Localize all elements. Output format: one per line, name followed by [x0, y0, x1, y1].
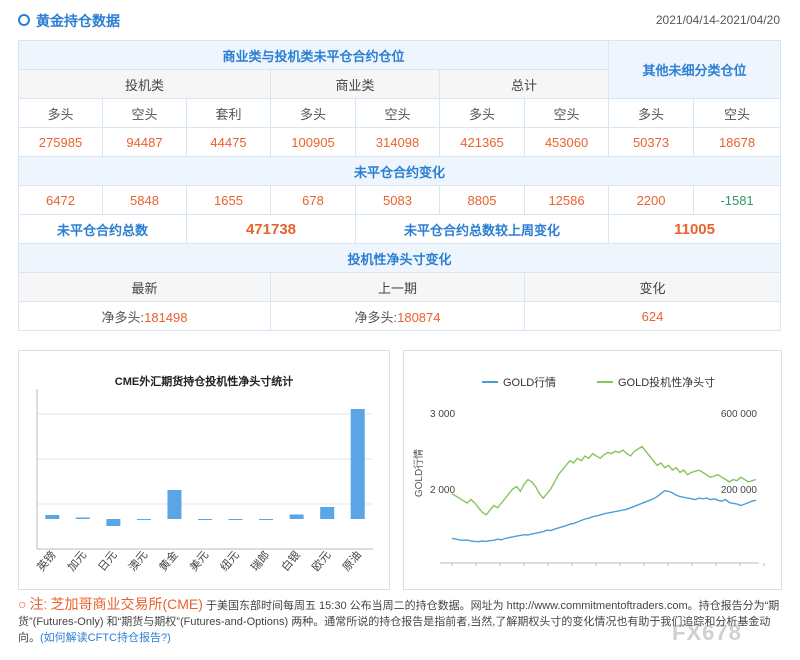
col-label: 空头: [102, 98, 187, 128]
col-label: 空头: [355, 98, 440, 128]
page-header: 黄金持仓数据 2021/04/14-2021/04/20: [18, 10, 782, 32]
net-change-value: 624: [523, 301, 782, 331]
note-org: 芝加哥商业交易所(CME): [50, 596, 203, 612]
other-title: 其他未细分类仓位: [608, 40, 782, 99]
x-tick-label: 黄金: [156, 548, 181, 574]
col-label: 多头: [18, 98, 103, 128]
x-tick-label: 欧元: [309, 549, 333, 574]
bar: [198, 519, 212, 520]
positions-table: 商业类与投机类未平仓合约仓位 其他未细分类仓位 投机类 商业类 总计 多头 空头…: [17, 40, 782, 331]
change-value: 5083: [355, 185, 440, 215]
line-chart: GOLD行情 GOLD投机性净头寸 3 000 2 000 600 000 200 000…: [412, 375, 765, 566]
comm-title: 商业类: [270, 69, 440, 99]
change-value: 8805: [439, 185, 525, 215]
position-value: 50373: [608, 127, 695, 157]
right-tick-label: 600 000: [721, 409, 758, 420]
x-tick-label: 日元: [96, 549, 119, 574]
net-latest-value: 181498: [144, 309, 188, 325]
col-label: 空头: [693, 98, 782, 128]
oi-total-label: 未平仓合约总数: [18, 214, 187, 244]
total-title: 总计: [438, 69, 610, 99]
watermark: FX678: [672, 620, 742, 645]
x-tick-label: 纽元: [217, 548, 242, 574]
col-label: 套利: [186, 98, 271, 128]
net-col-prev: 上一期: [270, 272, 525, 302]
legend-label: GOLD行情: [503, 376, 556, 389]
legend-label: GOLD投机性净头寸: [618, 375, 715, 389]
x-tick-label: 美元: [187, 549, 211, 574]
net-prev: 净多头:180874: [270, 301, 525, 331]
change-value: 1655: [186, 185, 271, 215]
bar: [320, 507, 335, 519]
change-value: 5848: [102, 185, 187, 215]
position-value: 44475: [186, 127, 271, 157]
left-tick-label: 2 000: [430, 485, 455, 496]
cftc-guide-link[interactable]: (如何解读CFTC持仓报告?): [40, 632, 171, 644]
bar: [75, 517, 90, 519]
x-tick-label: 瑞郎: [248, 548, 273, 574]
position-value: 453060: [523, 127, 610, 157]
bar: [289, 514, 304, 519]
position-value: 314098: [355, 127, 440, 157]
x-tick-label: 澳元: [126, 549, 150, 574]
left-tick-label: 3 000: [430, 409, 455, 420]
oi-total-value: 471738: [186, 214, 356, 244]
x-tick-label: 白银: [278, 548, 303, 574]
x-tick-label: 加元: [65, 549, 89, 574]
net-latest: 净多头:181498: [18, 301, 271, 331]
position-value: 18678: [693, 127, 782, 157]
circle-icon: [18, 14, 30, 26]
change-title: 未平仓合约变化: [17, 156, 782, 186]
change-value: 678: [270, 185, 356, 215]
bar-chart: 英镑 加元 日元 澳元 黄金 美元 纽元 瑞郎 白银 欧元 原油: [34, 389, 373, 574]
bar: [45, 515, 60, 519]
bar: [167, 490, 182, 519]
oi-change-value: 11005: [608, 214, 782, 244]
col-label: 多头: [439, 98, 525, 128]
note: ○ 注: 芝加哥商业交易所(CME) 于美国东部时间每周五 15:30 公布当周…: [18, 596, 782, 646]
position-value: 275985: [18, 127, 103, 157]
bar: [136, 519, 151, 520]
circle-icon: ○: [18, 596, 27, 612]
x-tick-label: 英镑: [34, 548, 59, 574]
net-title: 投机性净头寸变化: [17, 243, 782, 273]
group-title: 商业类与投机类未平仓合约仓位: [17, 40, 610, 70]
position-value: 100905: [270, 127, 356, 157]
y-axis-label: GOLD行情: [412, 449, 425, 497]
oi-change-label: 未平仓合约总数较上周变化: [354, 214, 610, 244]
right-tick-label: 200 000: [721, 485, 758, 496]
col-label: 空头: [523, 98, 610, 128]
col-label: 多头: [608, 98, 695, 128]
change-value: 2200: [608, 185, 695, 215]
bar: [350, 409, 365, 519]
series-line-gold-price: [451, 489, 757, 543]
change-value: 12586: [523, 185, 610, 215]
bar: [259, 519, 274, 520]
page-title: 黄金持仓数据: [36, 13, 120, 29]
line-chart-panel: GOLD行情 GOLD投机性净头寸 3 000 2 000 600 000 200 000…: [403, 350, 782, 590]
x-tick-label: 原油: [339, 548, 364, 574]
net-latest-label: 净多头:: [101, 309, 145, 325]
change-value: -1581: [693, 185, 782, 215]
col-label: 多头: [270, 98, 356, 128]
net-prev-value: 180874: [397, 309, 441, 325]
bar-chart-title: CME外汇期货持仓投机性净头寸统计: [114, 376, 294, 388]
date-range: 2021/04/14-2021/04/20: [655, 13, 780, 27]
series-line-net-position: [451, 445, 757, 516]
position-value: 94487: [102, 127, 187, 157]
bar: [106, 519, 121, 526]
net-prev-label: 净多头:: [354, 309, 398, 325]
net-col-latest: 最新: [18, 272, 271, 302]
bar: [228, 519, 243, 520]
spec-title: 投机类: [18, 69, 271, 99]
net-col-change: 变化: [523, 272, 782, 302]
bar-chart-panel: CME外汇期货持仓投机性净头寸统计 英镑 加元 日元 澳元 黄金 美元 纽元 瑞郎 白银 欧元 原油: [18, 350, 390, 590]
change-value: 6472: [18, 185, 103, 215]
position-value: 421365: [439, 127, 525, 157]
note-prefix: 注:: [29, 596, 48, 612]
note-text: 于美国东部时间每周五 15:30 公布当周二的持仓数据。网址为 http://w…: [18, 600, 780, 644]
